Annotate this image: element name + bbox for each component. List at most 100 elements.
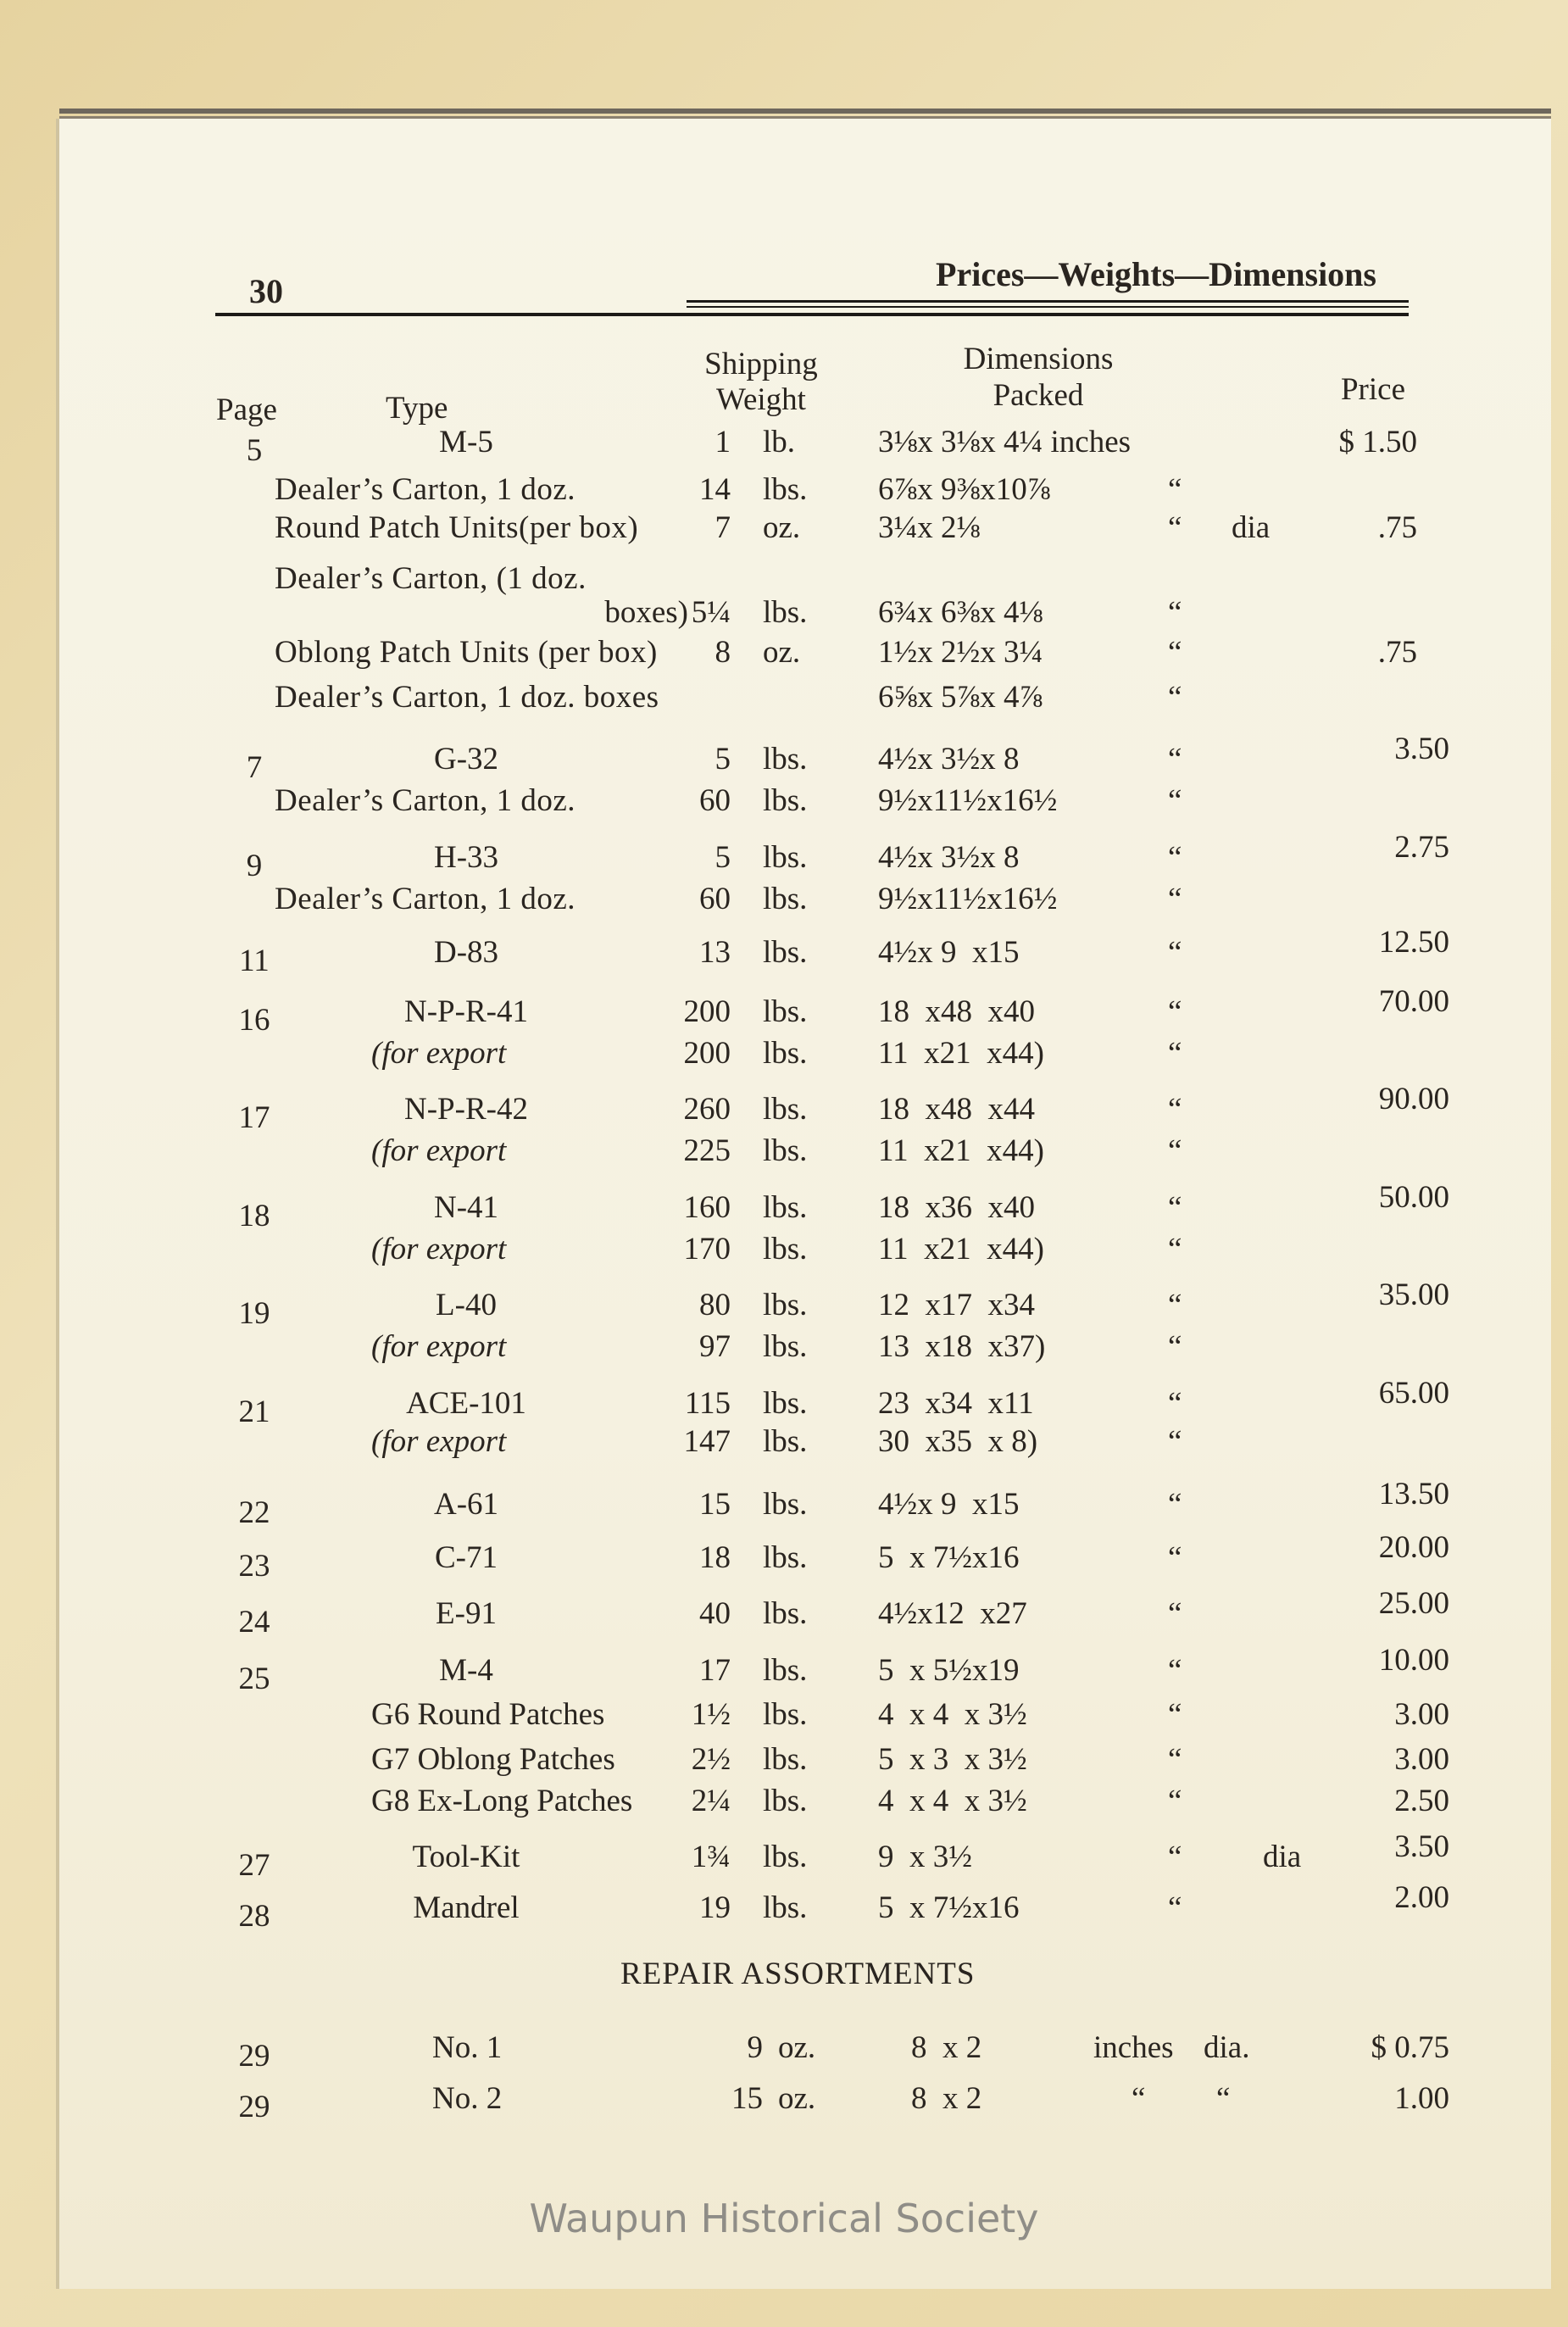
row-type: No. 2: [432, 2081, 503, 2116]
row-price: 2.00: [1394, 1880, 1449, 1915]
row-weight-unit: lbs.: [763, 742, 808, 777]
row-dia: “: [1216, 2081, 1231, 2116]
row-ditto: “: [1168, 1232, 1182, 1266]
column-header-packed: Packed: [993, 378, 1084, 413]
row-weight: 147: [683, 1424, 731, 1459]
row-description: Dealer’s Carton, (1 doz.: [275, 561, 587, 596]
row-ditto: “: [1168, 1487, 1182, 1522]
row-weight-unit: oz.: [763, 510, 801, 545]
row-weight-unit: lbs.: [763, 1036, 808, 1071]
row-ditto: “: [1168, 680, 1182, 715]
row-weight: 13: [699, 935, 731, 970]
row-type: Tool-Kit: [412, 1840, 520, 1874]
row-description: Round Patch Units(per box): [275, 510, 639, 545]
row-type: A-61: [433, 1487, 499, 1522]
row-ditto: “: [1168, 882, 1182, 916]
row-dimensions: 3⅛x 3⅛x 4¼ inches: [878, 425, 1132, 459]
row-ditto: “: [1168, 840, 1182, 875]
row-ditto: “: [1168, 510, 1182, 545]
row-dimensions: 4½x 9 x15: [878, 935, 1020, 970]
row-ditto: “: [1168, 1742, 1182, 1777]
row-weight: 60: [699, 882, 731, 916]
row-price: 50.00: [1378, 1180, 1449, 1215]
row-weight-unit: lbs.: [763, 595, 808, 630]
row-weight-unit: lbs.: [763, 1288, 808, 1322]
row-ditto: “: [1168, 1036, 1182, 1071]
row-weight: 2¼: [691, 1784, 731, 1818]
row-type: D-83: [433, 935, 499, 970]
row-page: 23: [238, 1549, 270, 1584]
row-ditto: “: [1168, 595, 1182, 630]
row-type: G-32: [433, 742, 499, 777]
watermark: Waupun Historical Society: [529, 2196, 1039, 2241]
row-description: G6 Round Patches: [371, 1697, 605, 1732]
column-header-price: Price: [1340, 372, 1406, 407]
row-weight-unit: lbs.: [763, 1329, 808, 1364]
row-ditto: “: [1132, 2081, 1146, 2116]
row-weight: 1¾: [691, 1840, 731, 1874]
row-dimensions: 5 x 7½x16: [878, 1890, 1020, 1925]
row-dimensions: 3¼x 2⅛: [878, 510, 981, 545]
column-header-page: Page: [216, 392, 277, 427]
row-price: 70.00: [1378, 984, 1449, 1019]
row-price: 2.75: [1394, 830, 1449, 865]
row-weight-unit: oz.: [778, 2030, 816, 2065]
row-dimensions: 5 x 5½x19: [878, 1653, 1020, 1688]
row-weight-unit: lbs.: [763, 1487, 808, 1522]
row-ditto: “: [1168, 635, 1182, 670]
row-ditto: “: [1168, 1092, 1182, 1127]
row-weight: 225: [683, 1133, 731, 1168]
row-weight-unit: lbs.: [763, 882, 808, 916]
row-weight: 200: [683, 1036, 731, 1071]
row-price: 10.00: [1378, 1643, 1449, 1678]
row-page: 28: [238, 1899, 270, 1934]
row-dimensions: 12 x17 x34: [878, 1288, 1035, 1322]
row-dimensions: 8 x 2: [911, 2081, 982, 2116]
row-dimensions: 9½x11½x16½: [878, 882, 1058, 916]
row-weight-unit: lbs.: [763, 840, 808, 875]
column-header-weight: Weight: [716, 382, 806, 417]
row-weight: 18: [699, 1540, 731, 1575]
row-weight: 1½: [691, 1697, 731, 1732]
row-weight: 5¼: [691, 595, 731, 630]
row-ditto: “: [1168, 1840, 1182, 1874]
row-dimensions: 8 x 2: [911, 2030, 982, 2065]
row-dimensions: 1½x 2½x 3¼: [878, 635, 1043, 670]
row-weight: 5: [714, 840, 731, 875]
row-price: $ 0.75: [1371, 2030, 1450, 2065]
row-description: Dealer’s Carton, 1 doz.: [275, 783, 576, 818]
row-price: 1.00: [1394, 2081, 1449, 2116]
page-number: 30: [249, 272, 283, 310]
column-header-dimensions: Dimensions: [963, 342, 1114, 376]
row-weight: 7: [714, 510, 731, 545]
row-price: 3.50: [1394, 732, 1449, 766]
row-description: Dealer’s Carton, 1 doz.: [275, 472, 576, 507]
row-ditto: “: [1168, 1386, 1182, 1421]
row-page: 29: [238, 2039, 270, 2074]
row-dimensions: 23 x34 x11: [878, 1386, 1034, 1421]
row-ditto: “: [1168, 1653, 1182, 1688]
row-weight-unit: lbs.: [763, 1540, 808, 1575]
row-weight-unit: lbs.: [763, 1697, 808, 1732]
row-weight: 15: [699, 1487, 731, 1522]
row-weight: 260: [683, 1092, 731, 1127]
header-double-rule-top: [687, 300, 1409, 303]
row-weight-unit: lbs.: [763, 783, 808, 818]
row-dimensions: 13 x18 x37): [878, 1329, 1046, 1364]
row-weight-unit: lbs.: [763, 1596, 808, 1631]
row-ditto: “: [1168, 1424, 1182, 1459]
row-ditto: “: [1168, 1329, 1182, 1364]
row-ditto: “: [1168, 783, 1182, 818]
row-weight: 115: [684, 1386, 731, 1421]
header-rule: [215, 313, 1409, 316]
row-type: ACE-101: [406, 1386, 526, 1421]
row-page: 18: [238, 1199, 270, 1233]
row-weight-unit: lbs.: [763, 1092, 808, 1127]
row-weight: 14: [699, 472, 731, 507]
row-page: 21: [238, 1395, 270, 1429]
row-ditto: “: [1168, 472, 1182, 507]
row-page: 25: [238, 1662, 270, 1696]
row-page: 19: [238, 1296, 270, 1331]
row-dia: dia: [1263, 1840, 1302, 1874]
row-page: 27: [238, 1848, 270, 1883]
